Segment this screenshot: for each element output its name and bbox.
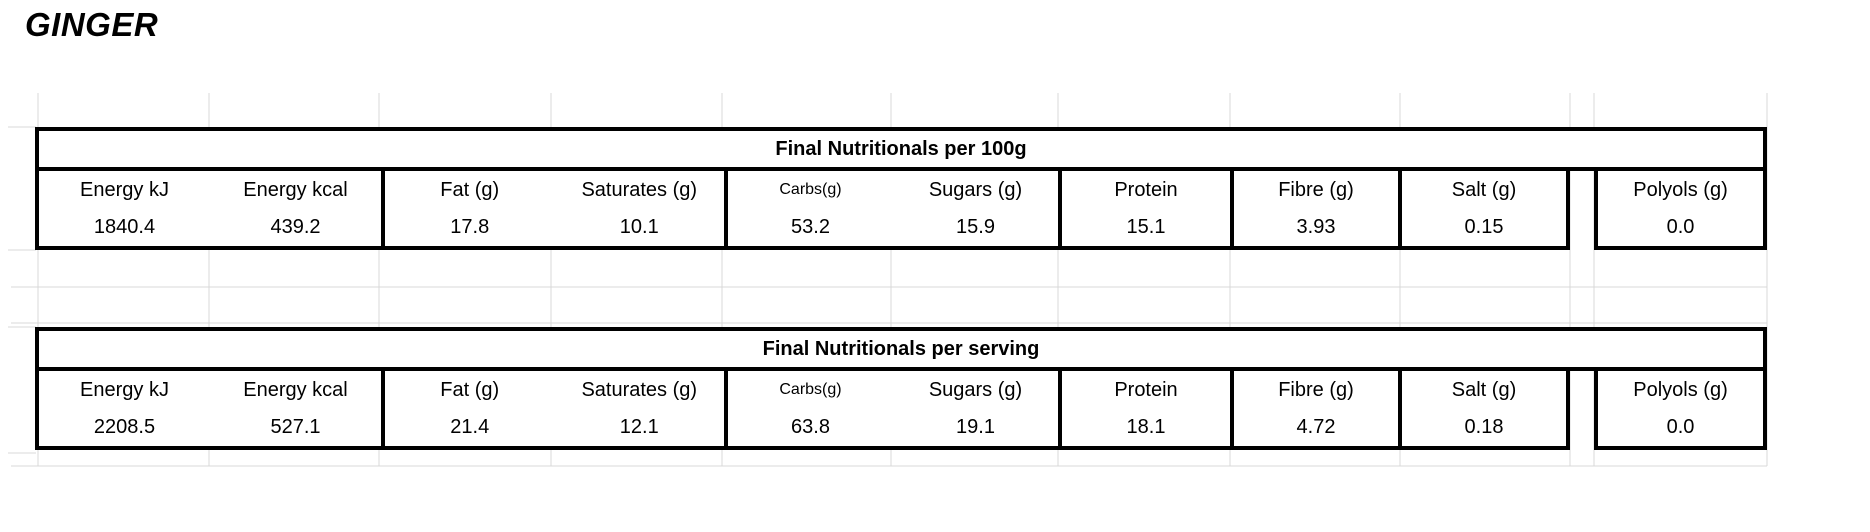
header-cell[interactable]: Polyols (g) xyxy=(1633,178,1728,201)
col-energy-kcal: Energy kcal 527.1 xyxy=(210,371,381,446)
header-cell[interactable]: Polyols (g) xyxy=(1633,378,1728,401)
value-cell[interactable]: 0.18 xyxy=(1464,416,1504,438)
protein-group: Protein 18.1 xyxy=(1058,371,1230,446)
col-salt: Salt (g) 0.15 xyxy=(1402,171,1566,246)
header-cell[interactable]: Energy kJ xyxy=(80,178,169,201)
nutrient-values-box: Energy kJ 1840.4 Energy kcal 439.2 Fat (… xyxy=(35,167,1570,250)
col-energy-kcal: Energy kcal 439.2 xyxy=(210,171,381,246)
col-fibre: Fibre (g) 3.93 xyxy=(1234,171,1398,246)
header-cell[interactable]: Energy kcal xyxy=(243,378,348,401)
carbs-group: Carbs(g) 63.8 Sugars (g) 19.1 xyxy=(724,371,1058,446)
value-cell[interactable]: 12.1 xyxy=(619,416,659,438)
value-cell[interactable]: 0.0 xyxy=(1666,216,1695,238)
header-cell[interactable]: Sugars (g) xyxy=(928,378,1023,401)
fibre-group: Fibre (g) 3.93 xyxy=(1230,171,1398,246)
value-cell[interactable]: 19.1 xyxy=(956,416,995,438)
header-cell[interactable]: Fibre (g) xyxy=(1278,178,1354,201)
header-cell[interactable]: Fibre (g) xyxy=(1278,378,1354,401)
col-saturates: Saturates (g) 12.1 xyxy=(555,371,725,446)
col-salt: Salt (g) 0.18 xyxy=(1402,371,1566,446)
col-fibre: Fibre (g) 4.72 xyxy=(1234,371,1398,446)
value-cell[interactable]: 15.1 xyxy=(1126,216,1166,238)
protein-group: Protein 15.1 xyxy=(1058,171,1230,246)
col-polyols: Polyols (g) 0.0 xyxy=(1598,171,1763,246)
value-cell[interactable]: 2208.5 xyxy=(93,416,156,438)
sheet-title[interactable]: GINGER xyxy=(25,6,159,43)
col-sugars: Sugars (g) 19.1 xyxy=(893,371,1058,446)
col-fat: Fat (g) 21.4 xyxy=(385,371,555,446)
salt-group: Salt (g) 0.18 xyxy=(1398,371,1566,446)
header-cell[interactable]: Protein xyxy=(1114,178,1178,201)
header-cell[interactable]: Fat (g) xyxy=(440,178,500,201)
col-fat: Fat (g) 17.8 xyxy=(385,171,555,246)
header-cell[interactable]: Energy kJ xyxy=(80,378,169,401)
energy-group: Energy kJ 1840.4 Energy kcal 439.2 xyxy=(39,171,381,246)
nutritionals-per-100g-table: Final Nutritionals per 100g Energy kJ 18… xyxy=(35,127,1767,250)
header-cell[interactable]: Saturates (g) xyxy=(581,178,698,201)
value-cell[interactable]: 0.0 xyxy=(1666,416,1695,438)
header-cell[interactable]: Energy kcal xyxy=(243,178,348,201)
value-cell[interactable]: 63.8 xyxy=(791,416,830,438)
col-protein: Protein 18.1 xyxy=(1062,371,1230,446)
col-carbs: Carbs(g) 53.2 xyxy=(728,171,893,246)
header-cell[interactable]: Protein xyxy=(1114,378,1178,401)
col-carbs: Carbs(g) 63.8 xyxy=(728,371,893,446)
col-protein: Protein 15.1 xyxy=(1062,171,1230,246)
value-cell[interactable]: 527.1 xyxy=(270,416,321,438)
header-cell[interactable]: Carbs(g) xyxy=(779,381,842,398)
value-cell[interactable]: 439.2 xyxy=(270,216,321,238)
polyols-box: Polyols (g) 0.0 xyxy=(1594,167,1767,250)
header-cell[interactable]: Salt (g) xyxy=(1451,378,1517,401)
value-cell[interactable]: 18.1 xyxy=(1126,416,1166,438)
value-cell[interactable]: 4.72 xyxy=(1296,416,1336,438)
header-cell[interactable]: Fat (g) xyxy=(440,378,500,401)
table-title-cell[interactable]: Final Nutritionals per 100g xyxy=(35,127,1767,171)
value-cell[interactable]: 53.2 xyxy=(791,216,830,238)
value-cell[interactable]: 3.93 xyxy=(1296,216,1336,238)
fat-group: Fat (g) 17.8 Saturates (g) 10.1 xyxy=(381,171,724,246)
header-cell[interactable]: Salt (g) xyxy=(1451,178,1517,201)
col-saturates: Saturates (g) 10.1 xyxy=(555,171,725,246)
header-cell[interactable]: Saturates (g) xyxy=(581,378,698,401)
fibre-group: Fibre (g) 4.72 xyxy=(1230,371,1398,446)
header-cell[interactable]: Sugars (g) xyxy=(928,178,1023,201)
value-cell[interactable]: 10.1 xyxy=(619,216,659,238)
fat-group: Fat (g) 21.4 Saturates (g) 12.1 xyxy=(381,371,724,446)
nutritionals-per-serving-table: Final Nutritionals per serving Energy kJ… xyxy=(35,327,1767,450)
nutrient-values-box: Energy kJ 2208.5 Energy kcal 527.1 Fat (… xyxy=(35,367,1570,450)
energy-group: Energy kJ 2208.5 Energy kcal 527.1 xyxy=(39,371,381,446)
col-energy-kj: Energy kJ 1840.4 xyxy=(39,171,210,246)
value-cell[interactable]: 0.15 xyxy=(1464,216,1504,238)
value-cell[interactable]: 21.4 xyxy=(450,416,490,438)
carbs-group: Carbs(g) 53.2 Sugars (g) 15.9 xyxy=(724,171,1058,246)
table-title-cell[interactable]: Final Nutritionals per serving xyxy=(35,327,1767,371)
col-polyols: Polyols (g) 0.0 xyxy=(1598,371,1763,446)
value-cell[interactable]: 15.9 xyxy=(956,216,995,238)
value-cell[interactable]: 1840.4 xyxy=(93,216,156,238)
salt-group: Salt (g) 0.15 xyxy=(1398,171,1566,246)
polyols-box: Polyols (g) 0.0 xyxy=(1594,367,1767,450)
col-sugars: Sugars (g) 15.9 xyxy=(893,171,1058,246)
col-energy-kj: Energy kJ 2208.5 xyxy=(39,371,210,446)
value-cell[interactable]: 17.8 xyxy=(450,216,490,238)
header-cell[interactable]: Carbs(g) xyxy=(779,181,842,198)
